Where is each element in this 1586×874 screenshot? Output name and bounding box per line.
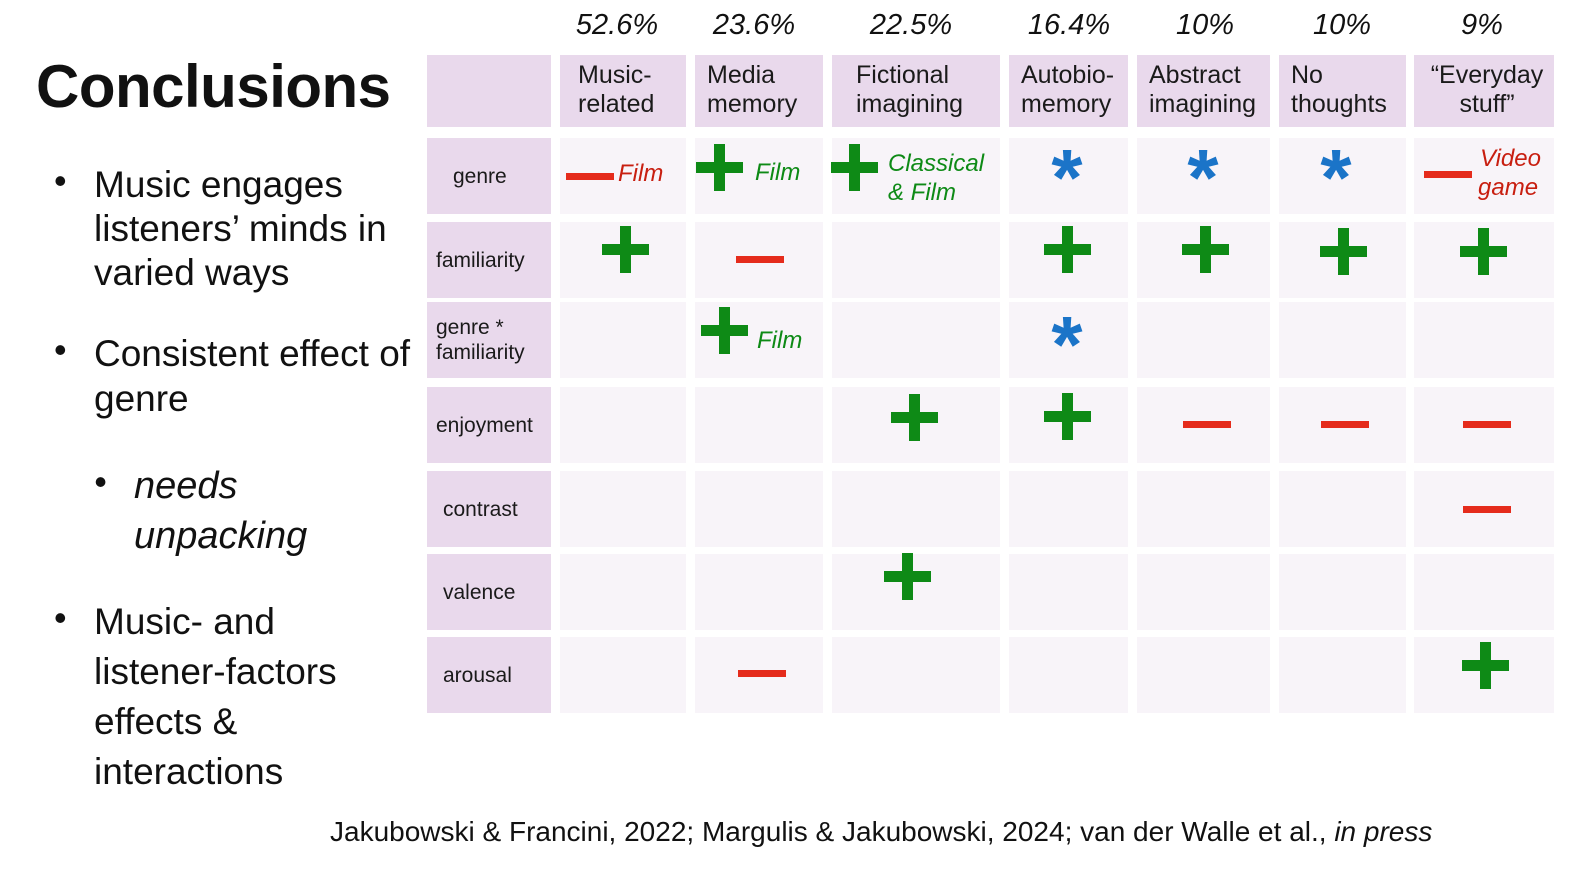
plus-icon — [1044, 393, 1091, 440]
table-cell — [560, 387, 686, 463]
column-header: “Everyday stuff” — [1414, 55, 1554, 127]
plus-icon — [602, 226, 649, 273]
column-header: Autobio- memory — [1009, 55, 1128, 127]
plus-icon — [884, 553, 931, 600]
table-cell — [1137, 302, 1270, 378]
column-header: Fictional imagining — [832, 55, 1000, 127]
page-title: Conclusions — [36, 53, 391, 120]
annotation-classical: Classical — [888, 150, 985, 177]
column-percentage: 23.6% — [712, 9, 796, 41]
minus-icon — [1321, 421, 1369, 428]
column-header: Media memory — [695, 55, 823, 127]
table-cell — [832, 138, 1000, 214]
table-cell — [1009, 302, 1128, 378]
table-cell — [560, 471, 686, 547]
table-cell — [695, 554, 823, 630]
table-cell — [560, 554, 686, 630]
plus-icon — [1182, 226, 1229, 273]
column-header: No thoughts — [1279, 55, 1406, 127]
table-cell — [1414, 554, 1554, 630]
row-label: valence — [427, 554, 551, 630]
column-percentage: 10% — [1312, 9, 1372, 41]
plus-icon — [1460, 228, 1507, 275]
annotation-game: game — [1478, 174, 1539, 201]
table-cell — [1279, 471, 1406, 547]
annotation-and-film: & Film — [888, 179, 956, 206]
table-cell — [1009, 637, 1128, 713]
table-cell — [832, 554, 1000, 630]
table-cell — [1009, 554, 1128, 630]
row-label: genre — [427, 138, 551, 214]
plus-icon — [701, 307, 748, 354]
column-percentage: 9% — [1461, 9, 1503, 41]
plus-icon — [696, 144, 743, 191]
table-cell — [1279, 554, 1406, 630]
plus-icon — [891, 394, 938, 441]
sub-bullet-needs-unpacking: needs unpacking — [94, 457, 394, 561]
row-label: contrast — [427, 471, 551, 547]
table-cell — [1279, 138, 1406, 214]
column-percentage: 16.4% — [1027, 9, 1111, 41]
asterisk-icon: * — [1320, 133, 1352, 222]
table-cell — [695, 471, 823, 547]
citation-in-press: in press — [1334, 816, 1433, 847]
table-cell — [1137, 138, 1270, 214]
row-label: genre * familiarity — [427, 302, 551, 378]
minus-icon — [736, 256, 784, 263]
table-cell — [695, 302, 823, 378]
table-cell — [1279, 302, 1406, 378]
table-cell — [1009, 471, 1128, 547]
row-label: enjoyment — [427, 387, 551, 463]
table-cell — [832, 302, 1000, 378]
table-cell — [832, 222, 1000, 298]
table-cell — [1137, 471, 1270, 547]
citation-main: Jakubowski & Francini, 2022; Margulis & … — [330, 816, 1335, 847]
minus-icon — [1463, 506, 1511, 513]
row-label: familiarity — [427, 222, 551, 298]
minus-icon — [738, 670, 786, 677]
annotation-video: Video — [1480, 145, 1541, 172]
annotation-film: Film — [618, 160, 664, 187]
asterisk-icon: * — [1051, 133, 1083, 222]
table-cell — [1137, 637, 1270, 713]
minus-icon — [566, 173, 614, 180]
plus-icon — [1320, 228, 1367, 275]
bullet-genre-effect: Consistent effect of genre — [54, 327, 414, 421]
minus-icon — [1463, 421, 1511, 428]
bullet-varied-ways: Music engages listeners’ minds in varied… — [54, 159, 414, 295]
row-label: arousal — [427, 637, 551, 713]
annotation-film: Film — [755, 159, 801, 186]
table-cell — [695, 387, 823, 463]
column-percentage: 22.5% — [869, 9, 953, 41]
table-cell — [1137, 554, 1270, 630]
plus-icon — [1462, 642, 1509, 689]
asterisk-icon: * — [1051, 300, 1083, 389]
table-cell — [1279, 637, 1406, 713]
table-cell — [560, 302, 686, 378]
plus-icon — [1044, 226, 1091, 273]
table-cell — [832, 471, 1000, 547]
minus-icon — [1424, 171, 1472, 178]
minus-icon — [1183, 421, 1231, 428]
table-cell — [1009, 138, 1128, 214]
table-cell — [560, 637, 686, 713]
column-header: Music- related — [560, 55, 686, 127]
citation: Jakubowski & Francini, 2022; Margulis & … — [330, 816, 1432, 848]
annotation-film: Film — [757, 327, 803, 354]
asterisk-icon: * — [1187, 133, 1219, 222]
table-cell — [1414, 302, 1554, 378]
table-cell — [832, 637, 1000, 713]
column-percentage: 52.6% — [575, 9, 659, 41]
header-corner — [427, 55, 551, 127]
column-percentage: 10% — [1175, 9, 1235, 41]
plus-icon — [831, 144, 878, 191]
bullet-factor-effects: Music- and listener-factors effects & in… — [54, 593, 414, 797]
column-header: Abstract imagining — [1137, 55, 1270, 127]
